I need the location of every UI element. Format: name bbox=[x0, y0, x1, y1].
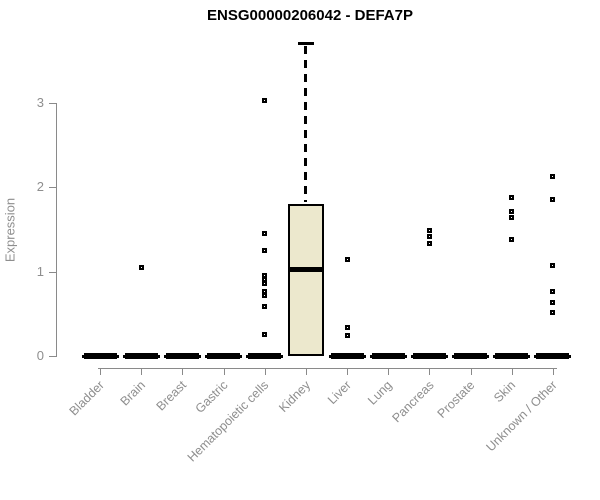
zero-bar-cap bbox=[487, 354, 490, 358]
x-tick bbox=[552, 368, 554, 375]
whisker-line bbox=[304, 45, 308, 203]
zero-bar bbox=[83, 353, 117, 359]
outlier-point bbox=[509, 194, 515, 200]
outlier-point bbox=[550, 173, 556, 179]
zero-bar bbox=[371, 353, 405, 359]
x-tick-label: Brain bbox=[117, 378, 149, 409]
x-tick bbox=[264, 368, 266, 375]
x-tick bbox=[470, 368, 472, 375]
zero-bar-cap bbox=[404, 354, 407, 358]
outlier-point bbox=[138, 264, 144, 270]
outlier-point bbox=[262, 276, 268, 282]
x-tick-label: Hematopoietic cells bbox=[185, 378, 272, 465]
x-tick bbox=[182, 368, 184, 375]
zero-bar-cap bbox=[246, 354, 249, 358]
y-tick-label: 1 bbox=[36, 263, 44, 279]
zero-bar bbox=[330, 353, 364, 359]
x-tick-label: Prostate bbox=[434, 378, 478, 421]
outlier-point bbox=[426, 241, 432, 247]
zero-bar-cap bbox=[81, 354, 84, 358]
zero-bar-cap bbox=[198, 354, 201, 358]
outlier-point bbox=[550, 196, 556, 202]
outlier-point bbox=[344, 333, 350, 339]
zero-bar bbox=[124, 353, 158, 359]
zero-bar-cap bbox=[534, 354, 537, 358]
zero-bar-cap bbox=[369, 354, 372, 358]
zero-bar-cap bbox=[122, 354, 125, 358]
zero-bar bbox=[536, 353, 570, 359]
zero-bar-cap bbox=[493, 354, 496, 358]
zero-bar-cap bbox=[410, 354, 413, 358]
outlier-point bbox=[262, 97, 268, 103]
outlier-point bbox=[262, 248, 268, 254]
x-axis-line bbox=[98, 368, 557, 369]
x-tick-label: Gastric bbox=[192, 378, 231, 416]
x-tick bbox=[100, 368, 101, 375]
outlier-point bbox=[509, 237, 515, 243]
y-tick-label: 2 bbox=[36, 179, 44, 195]
x-tick-label: Breast bbox=[153, 378, 190, 414]
zero-bar bbox=[495, 353, 529, 359]
x-tick-label: Liver bbox=[324, 378, 354, 408]
x-tick bbox=[511, 368, 513, 375]
zero-bar-cap bbox=[157, 354, 160, 358]
x-tick bbox=[141, 368, 143, 375]
zero-bar bbox=[412, 353, 446, 359]
zero-bar-cap bbox=[569, 354, 572, 358]
x-tick bbox=[305, 368, 307, 375]
outlier-point bbox=[426, 227, 432, 233]
outlier-point bbox=[550, 309, 556, 315]
y-axis-line bbox=[56, 103, 57, 357]
zero-bar-cap bbox=[205, 354, 208, 358]
box bbox=[287, 204, 324, 356]
outlier-point bbox=[509, 215, 515, 221]
zero-bar bbox=[165, 353, 199, 359]
y-tick-label: 0 bbox=[36, 348, 44, 363]
zero-bar-cap bbox=[363, 354, 366, 358]
outlier-point bbox=[550, 263, 556, 269]
y-axis-label: Expression bbox=[2, 197, 18, 263]
x-tick bbox=[388, 368, 390, 375]
outlier-point bbox=[262, 231, 268, 237]
zero-bar bbox=[207, 353, 241, 359]
y-tick bbox=[49, 271, 56, 273]
outlier-point bbox=[344, 256, 350, 262]
zero-bar bbox=[454, 353, 488, 359]
zero-bar-cap bbox=[116, 354, 119, 358]
x-tick-label: Kidney bbox=[275, 378, 313, 415]
x-tick bbox=[223, 368, 225, 375]
x-tick bbox=[429, 368, 431, 375]
outlier-point bbox=[262, 292, 268, 298]
y-tick-label: 3 bbox=[36, 95, 44, 110]
outlier-point bbox=[509, 209, 515, 215]
outlier-point bbox=[262, 303, 268, 309]
x-tick bbox=[347, 368, 349, 375]
whisker-cap bbox=[297, 42, 314, 46]
y-tick bbox=[49, 356, 56, 357]
zero-bar-cap bbox=[240, 354, 243, 358]
zero-bar bbox=[248, 353, 282, 359]
zero-bar-cap bbox=[328, 354, 331, 358]
x-tick-label: Bladder bbox=[66, 378, 107, 419]
y-tick bbox=[49, 187, 56, 189]
zero-bar-cap bbox=[281, 354, 284, 358]
y-tick bbox=[49, 103, 56, 104]
median-line bbox=[287, 267, 324, 273]
outlier-point bbox=[426, 233, 432, 239]
x-tick-label: Lung bbox=[365, 378, 396, 408]
outlier-point bbox=[550, 288, 556, 294]
outlier-point bbox=[262, 331, 268, 337]
zero-bar-cap bbox=[163, 354, 166, 358]
outlier-point bbox=[550, 300, 556, 306]
outlier-point bbox=[262, 280, 268, 286]
zero-bar-cap bbox=[452, 354, 455, 358]
x-tick-label: Skin bbox=[491, 378, 519, 406]
x-tick-label: Pancreas bbox=[389, 378, 437, 426]
outlier-point bbox=[344, 324, 350, 330]
chart-title: ENSG00000206042 - DEFA7P bbox=[207, 7, 413, 24]
zero-bar-cap bbox=[528, 354, 531, 358]
zero-bar-cap bbox=[445, 354, 448, 358]
